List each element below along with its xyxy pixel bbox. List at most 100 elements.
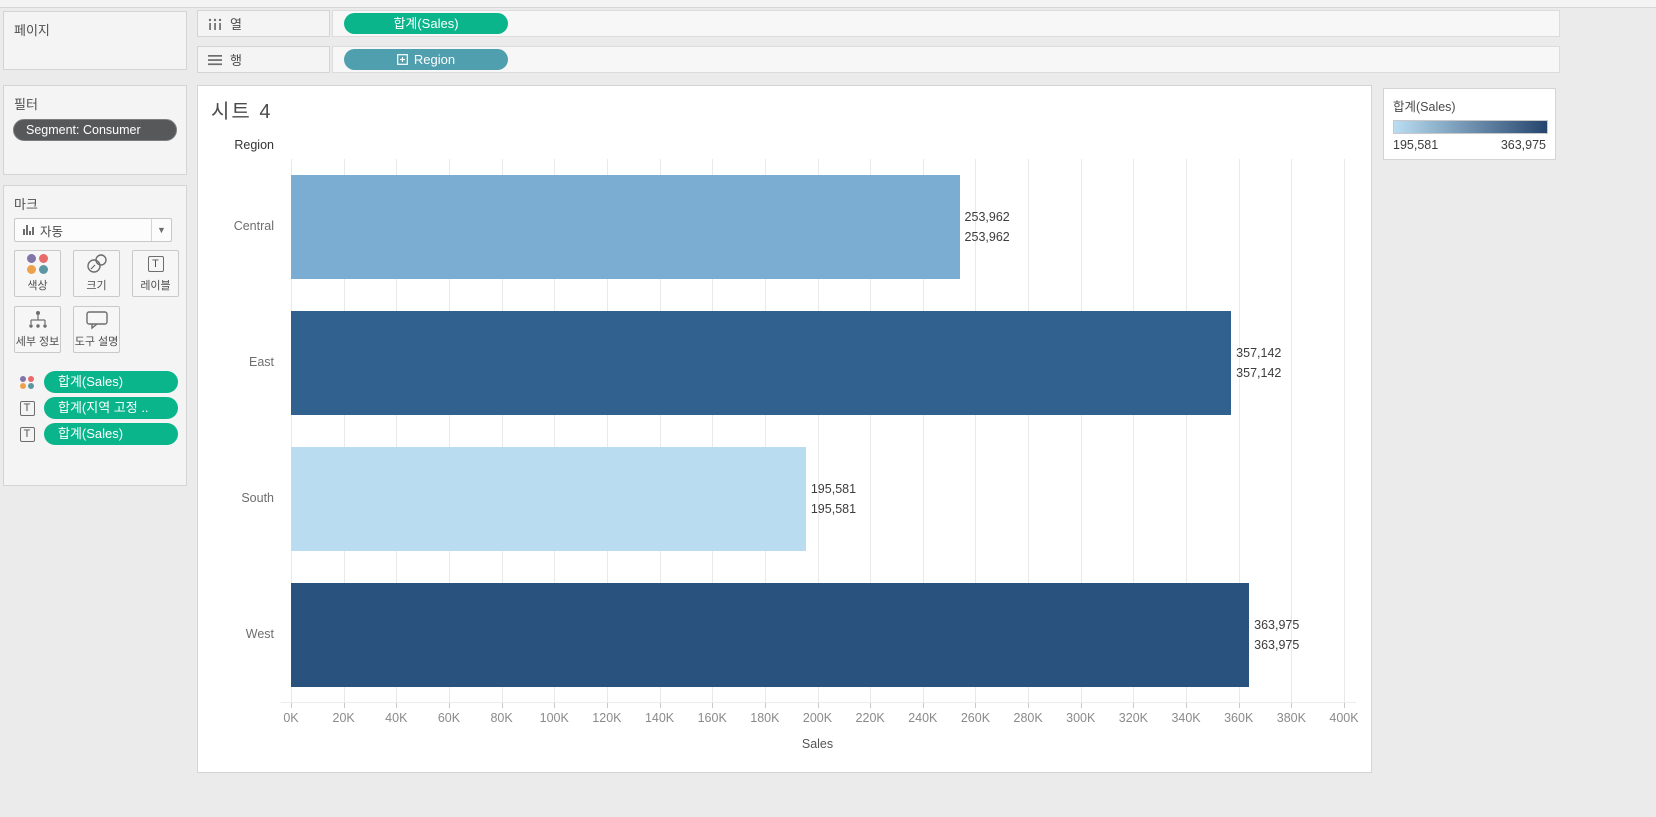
axis-tick [659,703,661,708]
gridline [659,159,661,703]
tooltip-bubble-icon [85,307,109,333]
category-label-central[interactable]: Central [233,219,274,233]
rows-shelf-label: 행 [197,46,330,73]
axis-tick [448,703,450,708]
legend-max-value: 363,975 [1500,138,1546,152]
marks-pill-color-sales[interactable]: 합계(Sales) [18,371,178,393]
plot-area[interactable]: 253,962 253,962 357,142 357,142 195,581 195,5… [281,159,1356,703]
gridline [343,159,345,703]
detail-button[interactable]: 세부 정보 [14,306,61,353]
legend-gradient-bar[interactable] [1393,120,1548,134]
axis-tick-label: 300K [1066,711,1096,725]
category-label-east[interactable]: East [248,355,274,369]
detail-button-label: 세부 정보 [15,336,60,348]
axis-tick-label: 100K [539,711,569,725]
rows-shelf-text: 행 [230,53,242,68]
columns-shelf-text: 열 [230,17,242,32]
axis-tick-label: 220K [855,711,885,725]
rows-shelf[interactable]: Region [332,46,1560,73]
size-circles-icon [85,251,109,277]
axis-tick [1291,703,1293,708]
color-dots-icon [18,375,36,389]
gridline [1133,159,1135,703]
axis-tick [1080,703,1082,708]
gridline [1028,159,1030,703]
axis-tick [1238,703,1240,708]
category-label-west[interactable]: West [245,627,274,641]
axis-tick [817,703,819,708]
tooltip-button[interactable]: 도구 설명 [73,306,120,353]
size-button[interactable]: 크기 [73,250,120,297]
axis-tick-label: 180K [750,711,780,725]
axis-tick-label: 400K [1329,711,1359,725]
gridline [712,159,714,703]
axis-tick-label: 40K [385,711,408,725]
marks-card: 마크 자동 ▼ 색상 크기 T 레이블 [3,185,187,486]
text-icon: T [18,400,36,416]
axis-tick [396,703,398,708]
rows-pill-region[interactable]: Region [344,49,508,70]
gridline [922,159,924,703]
columns-pill-sum-sales[interactable]: 합계(Sales) [344,13,508,34]
gridline [764,159,766,703]
axis-tick [975,703,977,708]
axis-tick-label: 80K [490,711,513,725]
gridline [817,159,819,703]
mark-type-dropdown[interactable]: 자동 ▼ [14,218,172,242]
x-axis-title: Sales [801,737,834,751]
axis-tick-label: 20K [332,711,355,725]
label-t-icon: T [147,251,164,277]
axis-tick-label: 60K [437,711,461,725]
axis-tick-label: 380K [1276,711,1306,725]
rows-lines-icon [208,54,222,65]
filter-pill-segment-consumer[interactable]: Segment: Consumer [13,119,177,141]
axis-tick [1186,703,1188,708]
axis-tick [870,703,872,708]
axis-tick-label: 320K [1118,711,1148,725]
filters-card-title: 필터 [14,97,38,112]
marks-pill-label-sales[interactable]: T 합계(Sales) [18,423,178,445]
row-field-header[interactable]: Region [234,138,274,152]
legend-title: 합계(Sales) [1393,100,1456,114]
bar-central[interactable] [291,175,960,279]
color-button[interactable]: 색상 [14,250,61,297]
axis-tick [922,703,924,708]
marks-card-title: 마크 [14,197,38,212]
axis-tick [291,703,292,708]
axis-tick-label: 120K [592,711,622,725]
gridline [501,159,503,703]
bar-east[interactable] [291,311,1232,415]
marks-pill-label[interactable]: 합계(Sales) [44,423,178,445]
legend-min-value: 195,581 [1393,138,1439,152]
bar-value-label: 357,142 357,142 [1236,346,1282,380]
columns-shelf[interactable]: 합계(Sales) [332,10,1560,37]
gridline [1291,159,1293,703]
label-button-label: 레이블 [140,280,171,292]
mark-type-value: 자동 [40,224,64,239]
text-icon: T [18,426,36,442]
gridline [606,159,608,703]
bar-value-label: 195,581 195,581 [810,482,857,516]
axis-tick-label: 160K [697,711,727,725]
gridline [1238,159,1240,703]
marks-pill-label-fixed-region[interactable]: T 합계(지역 고정 .. [18,397,178,419]
marks-pill-label[interactable]: 합계(지역 고정 .. [44,397,178,419]
axis-tick [501,703,503,708]
color-button-label: 색상 [27,280,48,292]
chevron-down-icon[interactable]: ▼ [151,219,171,241]
worksheet-card: 시트 4 Region 253,962 253,962 357,142 357,142… [197,85,1372,773]
axis-tick-label: 360K [1224,711,1254,725]
gridline [396,159,398,703]
bar-west[interactable] [291,583,1250,687]
category-label-south[interactable]: South [241,491,274,505]
bar-value-label: 253,962 253,962 [964,210,1010,244]
tooltip-button-label: 도구 설명 [74,336,119,348]
bar-south[interactable] [291,447,806,551]
gridline [1080,159,1082,703]
axis-tick [712,703,714,708]
label-button[interactable]: T 레이블 [132,250,179,297]
axis-tick-label: 0K [283,711,299,725]
gridline [975,159,977,703]
axis-tick [554,703,556,708]
marks-pill-label[interactable]: 합계(Sales) [44,371,178,393]
